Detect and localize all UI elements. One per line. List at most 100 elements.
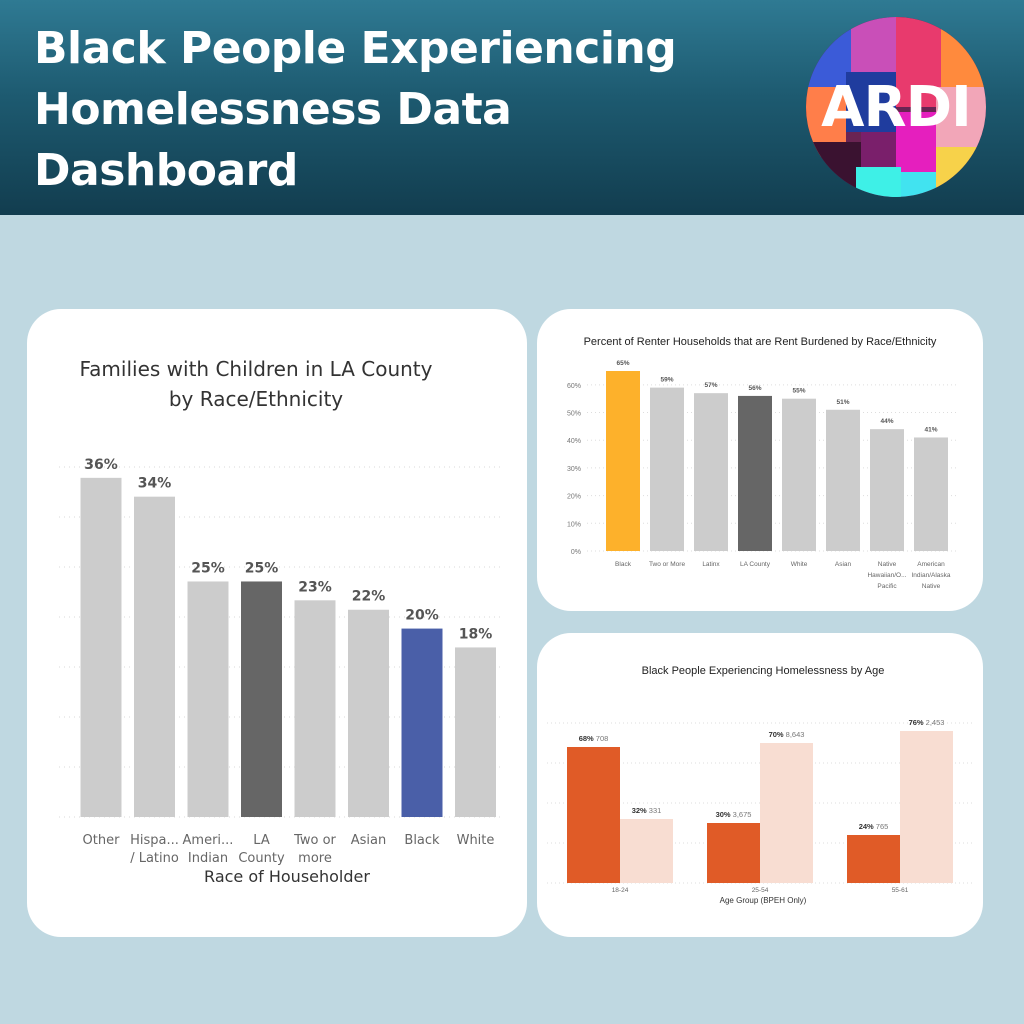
- tick-label: Ameri...: [183, 833, 234, 848]
- dashboard-title-line: Black People Experiencing: [34, 23, 677, 74]
- bar-other: [80, 477, 122, 817]
- tick-label: Indian/Alaska: [911, 572, 950, 579]
- bar-25-54-series-2: [760, 743, 813, 883]
- tick-label: LA: [253, 833, 270, 848]
- dashboard-title-line: Dashboard: [34, 145, 298, 196]
- chart-title: Families with Children in LA County: [80, 357, 433, 381]
- data-label: 30% 3,675: [716, 810, 752, 819]
- data-label: 36%: [84, 457, 118, 473]
- x-axis-label: Race of Householder: [204, 867, 370, 886]
- data-label: 51%: [836, 399, 849, 406]
- header-banner: Black People Experiencing Homelessness D…: [0, 0, 1024, 215]
- chart-title: by Race/Ethnicity: [169, 387, 343, 411]
- data-label: 23%: [298, 579, 332, 595]
- age-chart: Black People Experiencing Homelessness b…: [547, 665, 973, 905]
- data-label: 59%: [660, 377, 673, 384]
- bar-black: [606, 371, 640, 551]
- data-label-count: 3,675: [731, 810, 752, 819]
- rent-burden-chart-card: Percent of Renter Households that are Re…: [537, 309, 983, 611]
- bar-american-indian-alaska-native: [914, 437, 948, 551]
- tick-label: / Latino: [130, 851, 179, 866]
- bar-la-county: [738, 395, 772, 551]
- bar-white: [455, 647, 496, 817]
- bar-two-or-more: [294, 600, 336, 817]
- y-tick-label: 0%: [571, 549, 581, 556]
- tick-label: Black: [404, 833, 440, 848]
- y-tick-label: 60%: [567, 383, 581, 390]
- tick-label: 18-24: [612, 887, 629, 894]
- y-tick-label: 30%: [567, 466, 581, 473]
- data-label: 65%: [616, 360, 629, 367]
- data-label-pct: 76%: [909, 718, 924, 727]
- tick-label: Hispa...: [130, 833, 179, 848]
- tick-label: White: [457, 833, 495, 848]
- data-label: 56%: [748, 385, 761, 392]
- tick-label: Two or More: [649, 561, 686, 568]
- y-tick-label: 20%: [567, 494, 581, 501]
- tick-label: Hawaiian/O...: [867, 572, 906, 579]
- tick-label: Pacific: [877, 583, 897, 590]
- y-tick-label: 50%: [567, 411, 581, 418]
- data-label-count: 765: [874, 822, 889, 831]
- ardi-logo-icon: ARDI: [806, 17, 986, 197]
- tick-label: Black: [615, 561, 632, 568]
- data-label: 24% 765: [859, 822, 889, 831]
- data-label: 20%: [405, 608, 439, 624]
- y-tick-label: 40%: [567, 438, 581, 445]
- data-label-count: 2,453: [924, 718, 945, 727]
- tick-label: 55-61: [892, 887, 909, 894]
- data-label: 32% 331: [632, 806, 662, 815]
- data-label: 44%: [880, 418, 893, 425]
- bar-black: [401, 628, 443, 817]
- data-label: 22%: [352, 589, 386, 605]
- tick-label: 25-54: [752, 887, 769, 894]
- tick-label: Other: [83, 833, 121, 848]
- x-axis-label: Age Group (BPEH Only): [720, 896, 807, 905]
- data-label: 25%: [191, 560, 225, 576]
- tick-label: Latinx: [702, 561, 720, 568]
- chart-title: Percent of Renter Households that are Re…: [584, 336, 937, 348]
- data-label: 76% 2,453: [909, 718, 945, 727]
- tick-label: Two or: [293, 833, 336, 848]
- dashboard-title-line: Homelessness Data: [34, 84, 512, 135]
- bar-two-or-more: [650, 387, 684, 551]
- data-label: 25%: [245, 560, 279, 576]
- tick-label: Asian: [351, 833, 386, 848]
- bar-hispa-latino: [134, 496, 175, 817]
- data-label-pct: 70%: [769, 730, 784, 739]
- data-label: 34%: [138, 476, 172, 492]
- logo-text: ARDI: [821, 74, 972, 140]
- tick-label: more: [298, 851, 332, 866]
- bar-white: [782, 398, 816, 551]
- tick-label: County: [238, 851, 285, 866]
- data-label: 70% 8,643: [769, 730, 805, 739]
- bar-native-hawaiian-o-pacific: [870, 429, 904, 551]
- data-label-pct: 68%: [579, 734, 594, 743]
- data-label-count: 331: [647, 806, 662, 815]
- bar-asian: [348, 609, 389, 817]
- bar-55-61-series-1: [847, 835, 900, 883]
- tick-label: Asian: [835, 561, 852, 568]
- data-label: 57%: [704, 382, 717, 389]
- data-label-count: 708: [594, 734, 609, 743]
- data-label-pct: 24%: [859, 822, 874, 831]
- age-chart-card: Black People Experiencing Homelessness b…: [537, 633, 983, 937]
- data-label: 68% 708: [579, 734, 609, 743]
- data-label-pct: 32%: [632, 806, 647, 815]
- bar-la-county: [241, 581, 282, 817]
- data-label: 18%: [459, 626, 493, 642]
- data-label: 55%: [792, 388, 805, 395]
- bar-18-24-series-2: [620, 819, 673, 883]
- bar-55-61-series-2: [900, 731, 953, 883]
- bar-asian: [826, 409, 860, 551]
- tick-label: Native: [878, 561, 897, 568]
- y-tick-label: 10%: [567, 521, 581, 528]
- bar-18-24-series-1: [567, 747, 620, 883]
- bar-latinx: [694, 393, 728, 551]
- bar-25-54-series-1: [707, 823, 760, 883]
- tick-label: Indian: [188, 851, 228, 866]
- chart-title: Black People Experiencing Homelessness b…: [642, 665, 885, 677]
- tick-label: American: [917, 561, 945, 568]
- families-chart-card: Families with Children in LA County by Ra…: [27, 309, 527, 937]
- data-label-count: 8,643: [784, 730, 805, 739]
